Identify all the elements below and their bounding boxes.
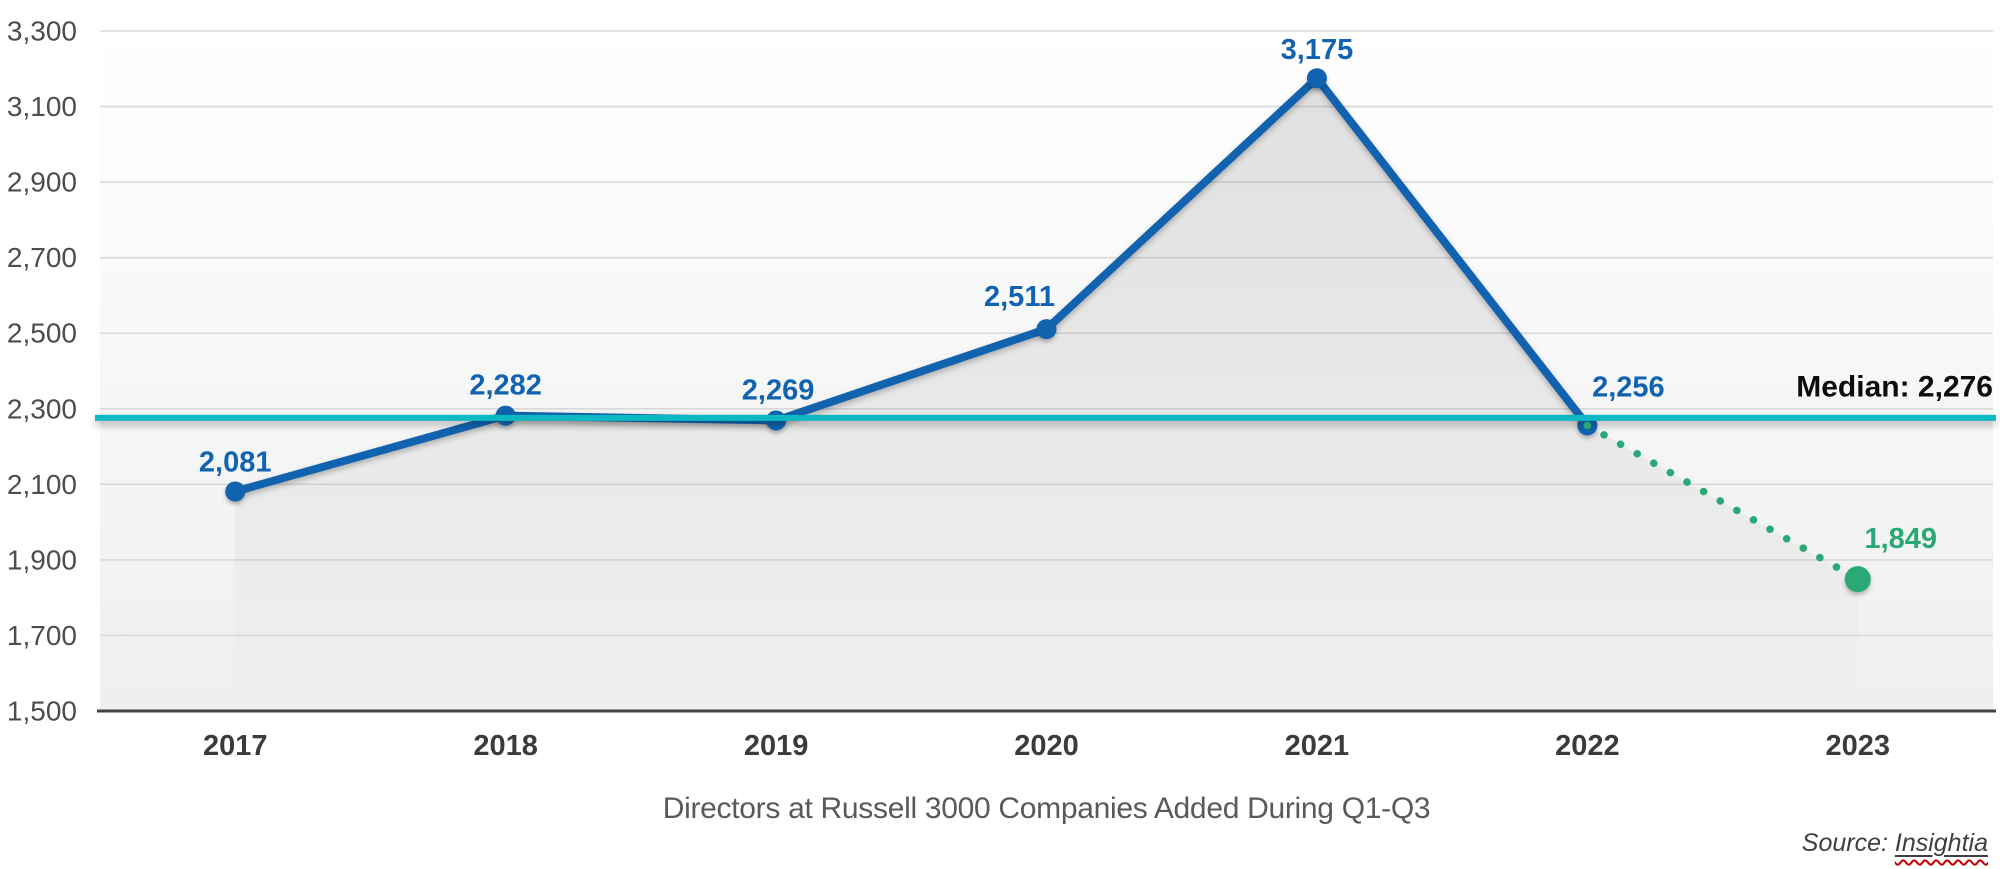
chart-title: Directors at Russell 3000 Companies Adde… [662, 792, 1431, 825]
y-tick-label: 3,300 [7, 16, 77, 47]
data-label: 2,256 [1592, 371, 1665, 403]
data-label: 2,081 [199, 447, 272, 479]
median-label: Median: 2,276 [1796, 370, 1993, 403]
source-prefix: Source: [1801, 829, 1895, 857]
y-tick-label: 1,500 [7, 696, 77, 727]
x-tick-label: 2017 [203, 730, 268, 762]
series-line-actual [231, 74, 1592, 496]
y-tick-label: 3,100 [7, 91, 77, 122]
y-tick-label: 2,500 [7, 318, 77, 349]
x-tick-label: 2018 [473, 730, 538, 762]
source-link[interactable]: Insightia [1895, 829, 1988, 857]
x-tick-label: 2020 [1014, 730, 1079, 762]
y-tick-label: 2,100 [7, 469, 77, 500]
y-tick-label: 2,300 [7, 393, 77, 424]
projection-point-marker [1844, 566, 1871, 593]
data-point-marker [225, 481, 246, 502]
data-label: 2,511 [984, 281, 1055, 313]
y-tick-label: 1,700 [7, 620, 77, 651]
data-label: 2,282 [469, 370, 542, 402]
data-point-marker [1306, 68, 1327, 89]
y-tick-label: 2,700 [7, 242, 77, 273]
x-tick-label: 2019 [744, 730, 809, 762]
source-name: Insightia [1894, 829, 1988, 857]
projection-line [1583, 421, 1862, 583]
data-point-marker [1036, 319, 1057, 340]
data-label: 1,849 [1864, 523, 1937, 555]
data-label: 3,175 [1281, 34, 1354, 66]
area-fill [235, 78, 1858, 711]
x-tick-label: 2022 [1555, 730, 1620, 762]
data-label: 2,269 [742, 374, 815, 406]
y-tick-label: 1,900 [7, 544, 77, 575]
x-tick-label: 2021 [1285, 730, 1350, 762]
source-note: Source: Insightia [1802, 829, 1988, 858]
x-tick-label: 2023 [1826, 730, 1891, 762]
y-tick-label: 2,900 [7, 167, 77, 198]
